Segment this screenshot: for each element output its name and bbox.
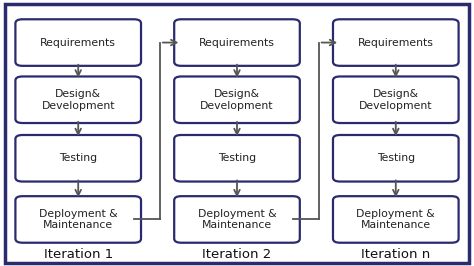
Text: Design&
Development: Design& Development (359, 89, 433, 111)
FancyBboxPatch shape (174, 135, 300, 182)
FancyBboxPatch shape (174, 19, 300, 66)
Text: Requirements: Requirements (358, 38, 434, 48)
Text: Design&
Development: Design& Development (41, 89, 115, 111)
FancyBboxPatch shape (16, 196, 141, 243)
FancyBboxPatch shape (333, 135, 459, 182)
Text: Iteration 2: Iteration 2 (202, 248, 272, 261)
Text: Design&
Development: Design& Development (200, 89, 274, 111)
FancyBboxPatch shape (16, 135, 141, 182)
Text: Deployment &
Maintenance: Deployment & Maintenance (356, 209, 435, 230)
FancyBboxPatch shape (333, 77, 459, 123)
FancyBboxPatch shape (16, 19, 141, 66)
Text: Testing: Testing (377, 153, 415, 163)
Text: Iteration 1: Iteration 1 (44, 248, 113, 261)
Text: Testing: Testing (59, 153, 97, 163)
FancyBboxPatch shape (16, 77, 141, 123)
Text: Requirements: Requirements (199, 38, 275, 48)
FancyBboxPatch shape (174, 196, 300, 243)
FancyBboxPatch shape (174, 77, 300, 123)
FancyBboxPatch shape (333, 19, 459, 66)
Text: Requirements: Requirements (40, 38, 116, 48)
FancyBboxPatch shape (333, 196, 459, 243)
Text: Deployment &
Maintenance: Deployment & Maintenance (198, 209, 276, 230)
Text: Testing: Testing (218, 153, 256, 163)
Text: Iteration n: Iteration n (361, 248, 430, 261)
FancyBboxPatch shape (5, 4, 469, 263)
Text: Deployment &
Maintenance: Deployment & Maintenance (39, 209, 118, 230)
